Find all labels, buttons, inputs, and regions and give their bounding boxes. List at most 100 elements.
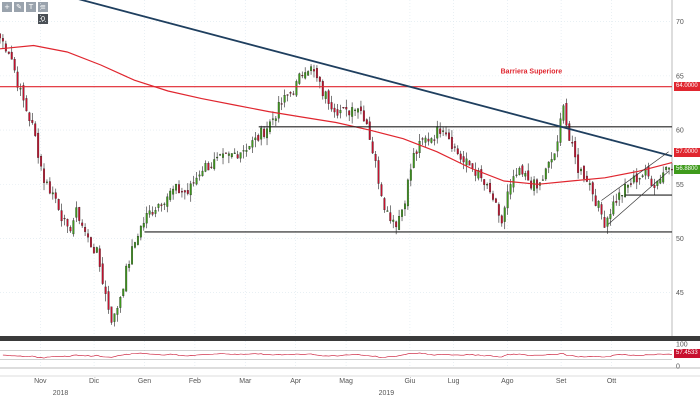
candle-body — [43, 168, 45, 183]
candle-body — [433, 139, 436, 141]
candle-body — [95, 247, 98, 253]
candle-body — [559, 118, 562, 143]
candle-body — [248, 145, 251, 150]
channel-line — [601, 151, 669, 201]
candle-body — [533, 179, 536, 191]
candle-body — [345, 106, 348, 110]
candle-body — [503, 207, 506, 222]
candle-body — [277, 102, 280, 119]
candle-body — [113, 313, 116, 322]
candle-body — [0, 33, 1, 39]
rsi-tick-label: 0 — [676, 364, 680, 371]
x-tick-label: Mar — [239, 378, 252, 385]
y-tick-label: 65 — [676, 73, 684, 80]
candle-body — [597, 201, 600, 208]
candle-body — [580, 168, 582, 172]
candle-body — [195, 177, 198, 185]
candle-body — [295, 81, 298, 96]
candle-body — [445, 132, 447, 135]
candle-body — [456, 148, 459, 155]
candle-body — [603, 217, 606, 228]
candle-body — [436, 126, 439, 139]
candle-body — [142, 223, 145, 228]
candle-body — [225, 152, 227, 154]
candle-body — [618, 192, 621, 200]
candle-body — [659, 179, 662, 184]
candle-body — [404, 203, 406, 210]
candle-body — [251, 140, 254, 148]
candle-body — [600, 204, 603, 215]
candle-body — [524, 173, 527, 177]
candle-body — [128, 264, 131, 268]
candle-body — [213, 159, 216, 169]
candle-body — [54, 192, 57, 199]
candle-body — [227, 153, 230, 156]
candle-body — [134, 242, 136, 248]
candle-body — [104, 286, 107, 294]
candle-body — [392, 219, 395, 222]
candle-body — [577, 154, 580, 173]
candle-body — [398, 216, 401, 230]
candle-body — [101, 263, 104, 284]
candle-body — [313, 69, 315, 72]
candle-body — [263, 128, 266, 137]
candle-body — [318, 76, 321, 82]
candle-body — [492, 193, 494, 200]
candle-body — [163, 203, 166, 205]
y-tick-label: 55 — [676, 182, 684, 189]
candle-body — [321, 81, 324, 97]
candle-body — [371, 141, 374, 154]
rsi-tick-label: 100 — [676, 342, 688, 349]
candle-body — [92, 247, 95, 254]
x-tick-label: Mag — [339, 378, 353, 385]
candle-body — [521, 165, 524, 175]
x-tick-label: Apr — [290, 378, 302, 385]
candle-body — [292, 93, 295, 95]
candle-body — [459, 153, 462, 160]
candle-body — [421, 138, 424, 140]
candle-body — [192, 182, 195, 184]
candle-body — [627, 184, 629, 188]
plus-icon[interactable]: + — [2, 2, 12, 12]
candle-body — [201, 170, 204, 177]
x-tick-label: Nov — [34, 378, 47, 385]
settings-icon[interactable]: ≡ — [38, 2, 48, 12]
year-label: 2019 — [379, 390, 395, 397]
candle-body — [547, 161, 550, 168]
candle-body — [324, 91, 327, 99]
candle-body — [280, 103, 283, 105]
candle-body — [612, 201, 615, 215]
candle-body — [647, 166, 650, 177]
candle-body — [16, 71, 19, 88]
candle-body — [418, 141, 421, 154]
candle-body — [107, 291, 110, 310]
candle-body — [37, 132, 40, 158]
candle-body — [342, 107, 345, 109]
moving-average-badge: 57.0000 — [674, 148, 700, 158]
candle-body — [668, 167, 671, 170]
candle-body — [289, 92, 292, 94]
candle-body — [468, 160, 471, 166]
candle-body — [430, 138, 433, 143]
year-label: 2018 — [53, 390, 69, 397]
candle-body — [157, 203, 160, 208]
candle-body — [638, 178, 641, 180]
x-tick-label: Giu — [404, 378, 415, 385]
candle-body — [266, 128, 268, 139]
text-icon[interactable]: T — [26, 2, 36, 12]
candle-body — [57, 199, 60, 210]
downtrend-line — [78, 0, 673, 157]
candle-body — [465, 158, 468, 166]
barriera-superiore-annotation: Barriera Superiore — [501, 69, 563, 76]
candle-body — [110, 306, 113, 323]
candle-body — [166, 196, 169, 207]
candle-body — [380, 184, 383, 197]
candle-body — [178, 184, 180, 194]
candle-body — [315, 68, 318, 79]
candle-body — [219, 154, 222, 156]
candle-body — [330, 102, 333, 110]
candle-body — [7, 51, 10, 54]
candle-body — [359, 106, 362, 111]
pencil-icon[interactable]: ✎ — [14, 2, 24, 12]
